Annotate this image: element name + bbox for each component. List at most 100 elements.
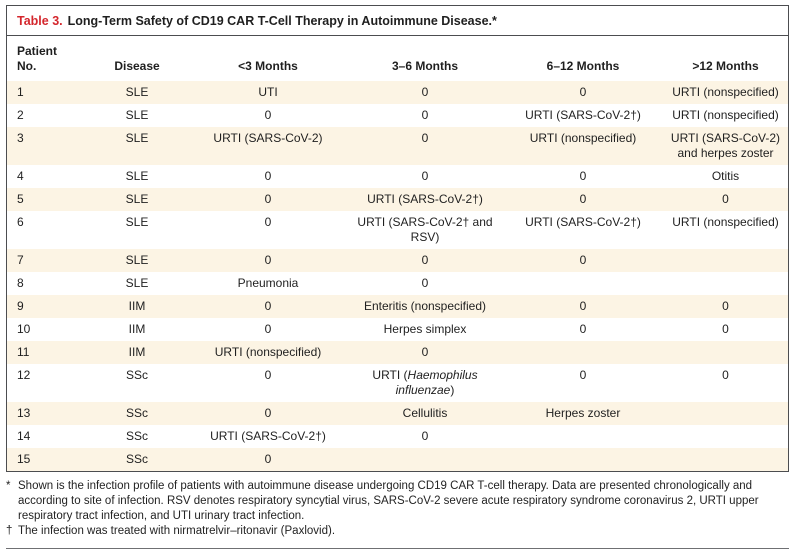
cell-6-12-months (503, 448, 663, 471)
cell-6-12-months: 0 (579, 169, 587, 183)
table-title-text: Long-Term Safety of CD19 CAR T-Cell Ther… (67, 14, 497, 28)
cell-disease: SLE (125, 276, 149, 290)
footnotes: * Shown is the infection profile of pati… (6, 479, 789, 539)
cell-patient-no: 6 (17, 215, 24, 229)
cell-patient-no: 9 (17, 299, 24, 313)
footnote-marker: * (6, 480, 11, 492)
cell-gt12-months: URTI (nonspecified) (672, 108, 779, 122)
cell-patient-no: 5 (17, 192, 24, 206)
cell-3-6-months: 0 (421, 276, 429, 290)
cell-gt12-months: URTI (nonspecified) (672, 215, 779, 229)
cell-lt3-months: UTI (258, 85, 278, 99)
cell-disease: SLE (125, 131, 149, 145)
col-header-gt12-months: >12 Months (663, 36, 788, 81)
cell-3-6-months: Enteritis (nonspecified) (363, 299, 487, 313)
cell-3-6-months: 0 (421, 253, 429, 267)
organism-name-italic: Haemophilus influenzae (395, 368, 478, 397)
safety-table: Patient No. Disease <3 Months 3–6 Months… (7, 36, 788, 471)
cell-gt12-months (663, 272, 788, 295)
table-row: 13 SSc 0 Cellulitis Herpes zoster (7, 402, 788, 425)
cell-lt3-months: 0 (264, 192, 272, 206)
cell-gt12-months (663, 425, 788, 448)
header-row: Patient No. Disease <3 Months 3–6 Months… (7, 36, 788, 81)
cell-3-6-months: 0 (421, 429, 429, 443)
cell-6-12-months: URTI (nonspecified) (529, 131, 637, 145)
cell-gt12-months (663, 402, 788, 425)
col-header-patient-no: Patient No. (7, 36, 85, 81)
cell-6-12-months: 0 (579, 322, 587, 336)
footnote-asterisk: * Shown is the infection profile of pati… (6, 479, 789, 524)
cell-gt12-months: URTI (SARS-CoV-2) and herpes zoster (670, 131, 781, 160)
cell-lt3-months: 0 (264, 322, 272, 336)
cell-patient-no: 12 (17, 368, 31, 382)
col-header-6-12-months: 6–12 Months (503, 36, 663, 81)
cell-disease: SSc (125, 452, 148, 466)
cell-patient-no: 14 (17, 429, 31, 443)
bottom-rule-divider (6, 548, 789, 549)
cell-patient-no: 8 (17, 276, 24, 290)
cell-6-12-months: 0 (579, 192, 587, 206)
cell-6-12-months: Herpes zoster (545, 406, 621, 420)
cell-6-12-months (503, 341, 663, 364)
table-row: 1 SLE UTI 0 0 URTI (nonspecified) (7, 81, 788, 104)
cell-disease: SLE (125, 215, 149, 229)
cell-3-6-months: 0 (421, 345, 429, 359)
table-title: Table 3. Long-Term Safety of CD19 CAR T-C… (7, 6, 788, 36)
table-row: 12 SSc 0 URTI (Haemophilus influenzae) 0… (7, 364, 788, 402)
cell-lt3-months: URTI (SARS-CoV-2†) (210, 429, 326, 443)
cell-disease: SLE (125, 253, 149, 267)
col-header-lt3-months: <3 Months (189, 36, 347, 81)
cell-6-12-months: 0 (579, 253, 587, 267)
cell-patient-no: 10 (17, 322, 31, 336)
col-header-3-6-months: 3–6 Months (347, 36, 503, 81)
cell-6-12-months (503, 425, 663, 448)
table-row: 7 SLE 0 0 0 (7, 249, 788, 272)
cell-3-6-months: Herpes simplex (383, 322, 467, 336)
table-3-container: Table 3. Long-Term Safety of CD19 CAR T-C… (6, 5, 789, 472)
cell-disease: SLE (125, 192, 149, 206)
cell-gt12-months: URTI (nonspecified) (672, 85, 779, 99)
cell-gt12-months: 0 (722, 368, 729, 382)
cell-disease: SLE (125, 85, 149, 99)
table-row: 8 SLE Pneumonia 0 (7, 272, 788, 295)
footnote-text: Shown is the infection profile of patien… (18, 480, 759, 522)
cell-lt3-months: 0 (264, 299, 272, 313)
cell-patient-no: 7 (17, 253, 24, 267)
table-row: 11 IIM URTI (nonspecified) 0 (7, 341, 788, 364)
cell-3-6-months: URTI (SARS-CoV-2† and RSV) (357, 215, 493, 244)
cell-gt12-months: Otitis (711, 169, 740, 183)
cell-gt12-months: 0 (722, 322, 729, 336)
cell-3-6-months (347, 448, 503, 471)
cell-6-12-months: URTI (SARS-CoV-2†) (525, 215, 641, 229)
cell-disease: SLE (125, 108, 149, 122)
cell-6-12-months: 0 (579, 85, 587, 99)
cell-lt3-months: 0 (264, 215, 272, 229)
cell-text-prefix: URTI ( (372, 368, 408, 382)
cell-text-suffix: ) (450, 383, 455, 397)
cell-lt3-months: 0 (264, 406, 272, 420)
cell-disease: IIM (128, 299, 146, 313)
cell-lt3-months: 0 (264, 169, 272, 183)
cell-6-12-months: 0 (579, 299, 587, 313)
cell-disease: IIM (128, 322, 146, 336)
cell-lt3-months: URTI (SARS-CoV-2) (213, 131, 323, 145)
cell-patient-no: 4 (17, 169, 24, 183)
cell-6-12-months: URTI (SARS-CoV-2†) (525, 108, 641, 122)
cell-patient-no: 13 (17, 406, 31, 420)
cell-6-12-months: 0 (579, 368, 587, 382)
footnote-text: The infection was treated with nirmatrel… (18, 525, 336, 537)
table-number-label: Table 3. (17, 14, 63, 28)
cell-gt12-months: 0 (722, 192, 729, 206)
cell-lt3-months: 0 (264, 253, 272, 267)
cell-gt12-months (663, 249, 788, 272)
table-row: 3 SLE URTI (SARS-CoV-2) 0 URTI (nonspeci… (7, 127, 788, 165)
cell-disease: SSc (125, 429, 148, 443)
table-row: 4 SLE 0 0 0 Otitis (7, 165, 788, 188)
cell-patient-no: 15 (17, 452, 31, 466)
cell-3-6-months: URTI (SARS-CoV-2†) (367, 192, 483, 206)
cell-3-6-months: 0 (421, 85, 429, 99)
cell-3-6-months: 0 (421, 169, 429, 183)
cell-lt3-months: Pneumonia (237, 276, 299, 290)
cell-lt3-months: URTI (nonspecified) (214, 345, 322, 359)
cell-gt12-months (663, 341, 788, 364)
